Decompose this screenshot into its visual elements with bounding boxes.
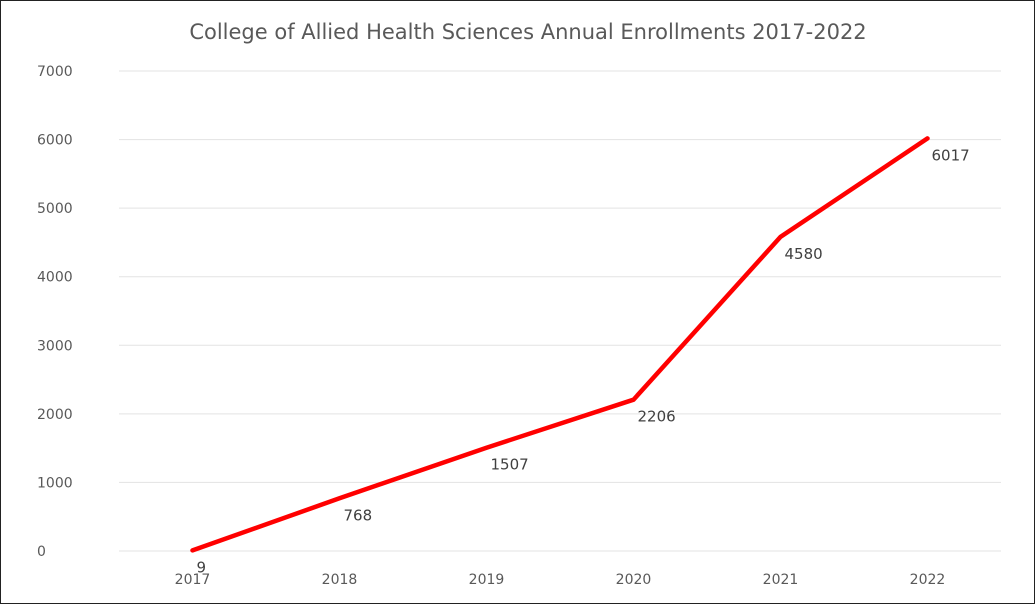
y-tick-label: 4000 <box>37 270 73 286</box>
x-tick-label: 2019 <box>469 572 505 588</box>
series-layer <box>190 136 930 553</box>
y-axis-ticks: 0 1000 2000 3000 4000 5000 6000 7000 <box>37 64 73 560</box>
y-tick-label: 1000 <box>37 475 73 491</box>
y-tick-label: 2000 <box>37 407 73 423</box>
data-label: 768 <box>344 506 373 524</box>
enrollment-line <box>190 136 930 553</box>
data-label: 1507 <box>491 456 529 474</box>
x-tick-label: 2020 <box>616 572 652 588</box>
y-tick-label: 0 <box>37 544 46 560</box>
y-tick-label: 3000 <box>37 338 73 354</box>
x-tick-label: 2018 <box>322 572 358 588</box>
gridlines <box>119 70 1001 552</box>
data-label: 9 <box>197 558 207 576</box>
y-tick-label: 5000 <box>37 201 73 217</box>
x-tick-label: 2021 <box>763 572 799 588</box>
chart-title: College of Allied Health Sciences Annual… <box>189 20 866 44</box>
x-tick-label: 2017 <box>175 572 211 588</box>
x-tick-label: 2022 <box>910 572 946 588</box>
y-tick-label: 6000 <box>37 133 73 149</box>
x-axis-ticks: 2017 2018 2019 2020 2021 2022 <box>175 572 946 588</box>
data-labels: 9 768 1507 2206 4580 6017 <box>197 146 970 576</box>
data-label: 2206 <box>638 408 676 426</box>
y-tick-label: 7000 <box>37 64 73 80</box>
data-label: 6017 <box>932 146 970 164</box>
data-label: 4580 <box>785 245 823 263</box>
